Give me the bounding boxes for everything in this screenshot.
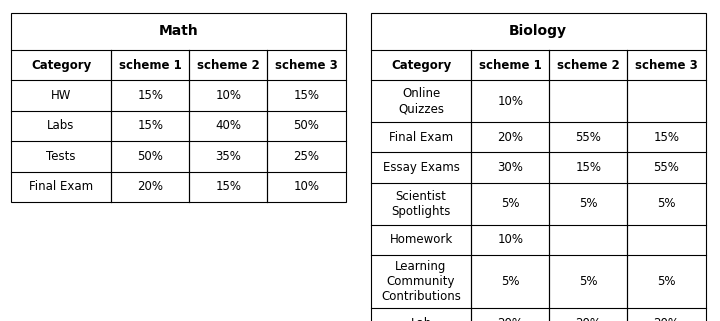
Text: 10%: 10% <box>215 89 241 102</box>
Text: Final Exam: Final Exam <box>389 131 453 144</box>
Text: 35%: 35% <box>215 150 241 163</box>
Text: 5%: 5% <box>657 197 675 210</box>
Text: scheme 3: scheme 3 <box>635 58 698 72</box>
Text: Lab: Lab <box>410 317 432 321</box>
Text: 40%: 40% <box>215 119 241 133</box>
Text: Category: Category <box>31 58 91 72</box>
Bar <box>371 13 706 321</box>
Text: 5%: 5% <box>579 275 598 288</box>
Text: 5%: 5% <box>501 275 520 288</box>
Text: Biology: Biology <box>509 24 567 38</box>
Text: Essay Exams: Essay Exams <box>382 161 459 174</box>
Text: 20%: 20% <box>654 317 680 321</box>
Text: Online
Quizzes: Online Quizzes <box>398 87 444 115</box>
Text: 10%: 10% <box>498 95 523 108</box>
Text: 10%: 10% <box>294 180 320 194</box>
Text: Category: Category <box>391 58 451 72</box>
Text: 55%: 55% <box>654 161 680 174</box>
Text: 5%: 5% <box>501 197 520 210</box>
Text: 20%: 20% <box>498 317 523 321</box>
Text: 5%: 5% <box>579 197 598 210</box>
Text: HW: HW <box>51 89 71 102</box>
Text: 20%: 20% <box>575 317 601 321</box>
Text: 10%: 10% <box>498 233 523 247</box>
Text: scheme 2: scheme 2 <box>197 58 260 72</box>
Text: 55%: 55% <box>575 131 601 144</box>
Text: 50%: 50% <box>294 119 320 133</box>
Text: Labs: Labs <box>48 119 75 133</box>
Text: scheme 1: scheme 1 <box>119 58 181 72</box>
Text: Math: Math <box>158 24 198 38</box>
Text: Learning
Community
Contributions: Learning Community Contributions <box>381 260 461 303</box>
Text: 15%: 15% <box>654 131 680 144</box>
Bar <box>11 13 346 202</box>
Text: Final Exam: Final Exam <box>29 180 93 194</box>
Text: 5%: 5% <box>657 275 675 288</box>
Text: 20%: 20% <box>498 131 523 144</box>
Text: 15%: 15% <box>138 89 163 102</box>
Text: scheme 2: scheme 2 <box>557 58 620 72</box>
Text: 25%: 25% <box>294 150 320 163</box>
Text: Homework: Homework <box>390 233 453 247</box>
Text: 30%: 30% <box>498 161 523 174</box>
Text: 15%: 15% <box>575 161 601 174</box>
Text: Scientist
Spotlights: Scientist Spotlights <box>392 190 451 218</box>
Text: scheme 1: scheme 1 <box>479 58 541 72</box>
Text: scheme 3: scheme 3 <box>275 58 338 72</box>
Text: 15%: 15% <box>138 119 163 133</box>
Text: 15%: 15% <box>215 180 241 194</box>
Text: Tests: Tests <box>46 150 76 163</box>
Text: 50%: 50% <box>138 150 163 163</box>
Text: 15%: 15% <box>294 89 320 102</box>
Text: 20%: 20% <box>138 180 163 194</box>
